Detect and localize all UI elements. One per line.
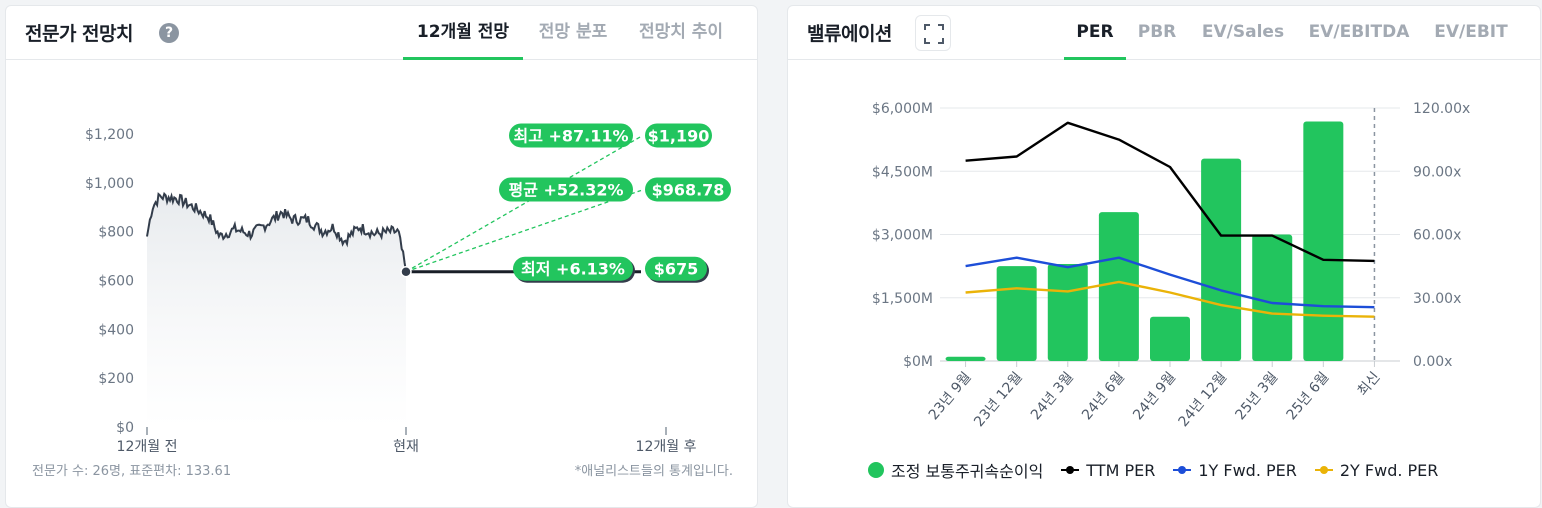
legend-label: TTM PER (1086, 460, 1156, 480)
analyst-forecast-card: 전문가 전망치 ? 12개월 전망 전망 분포 전망치 추이 $1,200 $1,… (5, 5, 758, 508)
legend-swatch (1061, 466, 1080, 474)
tab-ev-sales[interactable]: EV/Sales (1201, 22, 1285, 42)
low-target-label-badge: 최저 +6.13% (513, 256, 635, 283)
high-target-label-badge: 최고 +87.11% (509, 123, 633, 148)
y-tick-label: $1,200 (85, 127, 134, 143)
x-tick-label: 25년 6월 (1284, 369, 1333, 423)
y-left-tick-label: $4,500M (872, 164, 933, 180)
chart-legend: 조정 보통주귀속순이익 TTM PER 1Y Fwd. PER 2Y Fwd. … (868, 458, 1456, 482)
legend-label: 조정 보통주귀속순이익 (891, 462, 1044, 481)
card-header: 밸류에이션 PER PBR EV/Sales EV/EBITDA EV/EBIT (788, 6, 1540, 60)
low-target-value-badge: $675 (645, 256, 709, 283)
y-tick-label: $400 (98, 322, 134, 338)
x-tick-label: 24년 6월 (1079, 369, 1128, 423)
legend-item-1y-fwd-per[interactable]: 1Y Fwd. PER (1173, 461, 1297, 480)
high-target-line (405, 135, 642, 273)
net-income-bar[interactable] (1201, 158, 1242, 361)
tab-forecast-trend[interactable]: 전망치 추이 (638, 22, 724, 42)
card-header: 전문가 전망치 ? 12개월 전망 전망 분포 전망치 추이 (6, 6, 757, 60)
y-left-tick-label: $0M (903, 354, 933, 370)
x-tick-label: 23년 9월 (926, 369, 975, 423)
high-target-label-badge-text: 최고 +87.11% (513, 126, 628, 145)
average-target-label-badge: 평균 +52.32% (499, 177, 633, 202)
y-right-tick-label: 60.00x (1413, 228, 1461, 244)
net-income-bar[interactable] (1098, 212, 1139, 361)
high-target-value-badge: $1,190 (645, 123, 712, 148)
y-right-tick-label: 0.00x (1413, 354, 1452, 370)
y-left-tick-label: $3,000M (872, 228, 933, 244)
legend-swatch (868, 462, 884, 478)
legend-label: 1Y Fwd. PER (1198, 460, 1297, 480)
legend-item-ttm-per[interactable]: TTM PER (1061, 461, 1155, 480)
y-right-tick-label: 120.00x (1413, 101, 1470, 117)
x-tick-label: 24년 9월 (1130, 369, 1179, 423)
card-title: 전문가 전망치 (25, 23, 134, 45)
legend-swatch (1173, 466, 1192, 474)
x-tick-label: 25년 3월 (1232, 369, 1281, 423)
net-income-bar[interactable] (996, 266, 1037, 361)
legend-label: 2Y Fwd. PER (1339, 460, 1439, 480)
net-income-bar[interactable] (1150, 316, 1190, 361)
legend-item-2y-fwd-per[interactable]: 2Y Fwd. PER (1314, 460, 1439, 480)
valuation-chart: $6,000M $4,500M $3,000M $1,500M $0M 120.00x 9… (872, 101, 1470, 430)
y-tick-label: $200 (98, 371, 134, 387)
average-target-value-badge: $968.78 (645, 177, 731, 202)
tab-pbr[interactable]: PBR (1137, 22, 1177, 42)
x-tick-label: 24년 12월 (1176, 369, 1231, 430)
net-income-bar[interactable] (1303, 121, 1344, 361)
tab-12-month-forecast[interactable]: 12개월 전망 (403, 6, 523, 60)
net-income-bar[interactable] (945, 356, 986, 361)
current-price-dot (400, 265, 412, 278)
legend-swatch (1314, 466, 1333, 474)
x-tick-label: 12개월 전 (117, 439, 178, 455)
legend-item-net-income[interactable]: 조정 보통주귀속순이익 (868, 458, 1043, 482)
price-area (147, 193, 406, 427)
y-tick-label: $800 (98, 225, 134, 241)
y-tick-label: $0 (116, 420, 134, 436)
y-tick-label: $600 (98, 274, 134, 290)
analyst-footnote: *애널리스트들의 통계입니다. (574, 464, 733, 479)
x-tick-label: 23년 12월 (971, 369, 1026, 430)
tab-forecast-distribution[interactable]: 전망 분포 (538, 22, 608, 42)
y-left-tick-label: $6,000M (872, 101, 933, 117)
tab-ev-ebitda[interactable]: EV/EBITDA (1308, 22, 1410, 42)
valuation-card: 밸류에이션 PER PBR EV/Sales EV/EBITDA EV/EBIT… (787, 5, 1541, 508)
low-target-value-badge-text: $675 (654, 260, 699, 279)
high-target-value-badge-text: $1,190 (648, 126, 710, 145)
y-tick-label: $1,000 (85, 176, 134, 192)
tab-ev-ebit[interactable]: EV/EBIT (1434, 22, 1508, 42)
x-tick-label: 24년 3월 (1028, 369, 1077, 423)
y-right-tick-label: 30.00x (1413, 291, 1461, 307)
card-title: 밸류에이션 (807, 23, 892, 45)
x-tick-label: 12개월 후 (636, 439, 697, 455)
tab-per[interactable]: PER (1064, 6, 1126, 60)
x-tick-label: 최신 (1355, 369, 1384, 399)
expand-icon[interactable] (915, 15, 951, 51)
analyst-stats: 전문가 수: 26명, 표준편차: 133.61 (32, 464, 232, 479)
average-target-label-badge-text: 평균 +52.32% (508, 180, 623, 199)
help-icon[interactable]: ? (159, 23, 179, 43)
price-line (146, 191, 407, 272)
net-income-bar[interactable] (1252, 234, 1293, 362)
price-target-chart: $1,200 $1,000 $800 $600 $400 $200 $0 12개월 전 현재 1… (85, 123, 731, 455)
y-left-tick-label: $1,500M (872, 291, 933, 307)
y-right-tick-label: 90.00x (1413, 164, 1461, 180)
net-income-bar[interactable] (1047, 264, 1088, 361)
low-target-label-badge-text: 최저 +6.13% (521, 260, 625, 279)
average-target-value-badge-text: $968.78 (652, 180, 725, 199)
x-tick-label: 현재 (393, 439, 419, 455)
